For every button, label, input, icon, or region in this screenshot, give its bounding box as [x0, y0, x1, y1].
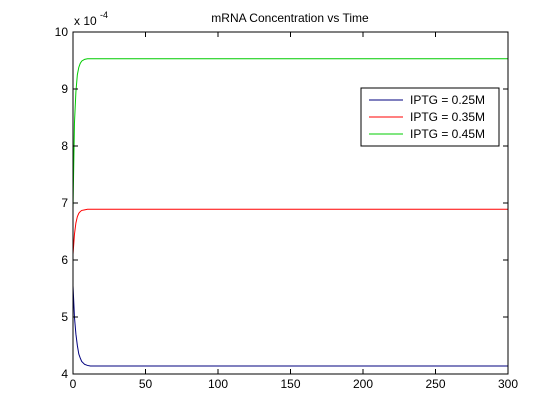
- y-tick-label: 4: [61, 367, 68, 381]
- y-tick-label: 5: [61, 310, 68, 324]
- series-line-2: [72, 208, 508, 255]
- chart-title: mRNA Concentration vs Time: [211, 11, 369, 25]
- plot-area: [73, 32, 508, 374]
- series-line-1: [72, 285, 508, 367]
- series-group: [72, 58, 508, 367]
- y-tick-label: 7: [61, 196, 68, 210]
- x-axis-ticks: 0 50 100 150 200 250 300: [70, 32, 518, 391]
- y-multiplier-label: x 10 -4: [74, 10, 108, 28]
- y-multiplier-exponent: -4: [100, 10, 108, 20]
- y-tick-label: 6: [61, 253, 68, 267]
- legend: IPTG = 0.25M IPTG = 0.35M IPTG = 0.45M: [360, 87, 500, 147]
- y-multiplier-base: x 10: [74, 14, 97, 28]
- y-tick-label: 10: [55, 25, 69, 39]
- y-tick-label: 9: [61, 82, 68, 96]
- y-axis-ticks: 4 5 6 7 8 9 10: [55, 25, 508, 381]
- x-tick-label: 50: [139, 377, 153, 391]
- x-tick-label: 100: [208, 377, 228, 391]
- y-tick-label: 8: [61, 139, 68, 153]
- series-line-3: [72, 58, 508, 209]
- x-tick-label: 200: [353, 377, 373, 391]
- legend-label-2: IPTG = 0.35M: [410, 110, 485, 124]
- legend-label-1: IPTG = 0.25M: [410, 93, 485, 107]
- legend-label-3: IPTG = 0.45M: [410, 127, 485, 141]
- x-tick-label: 250: [425, 377, 445, 391]
- x-tick-label: 300: [498, 377, 518, 391]
- x-tick-label: 0: [70, 377, 77, 391]
- x-tick-label: 150: [280, 377, 300, 391]
